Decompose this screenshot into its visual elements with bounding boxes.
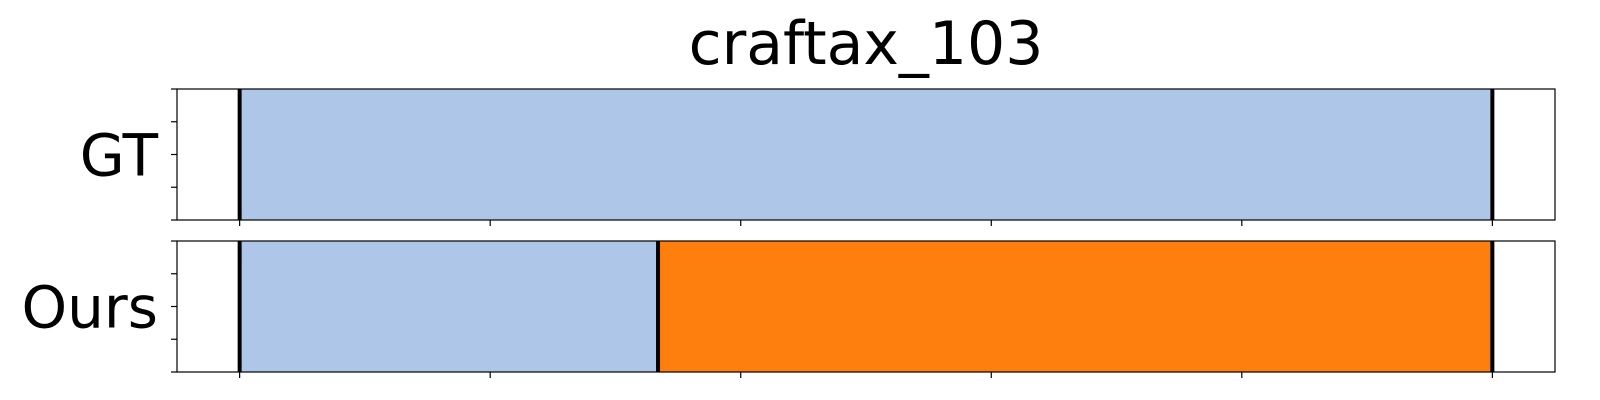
row-label-ours: Ours [22, 274, 158, 342]
timeline-rows: GT Ours [22, 88, 1556, 378]
segment-ours-1 [239, 241, 659, 372]
row-label-gt: GT [80, 122, 159, 190]
segment-gt-1 [239, 89, 1493, 220]
row-gt: GT [80, 88, 1556, 226]
chart-title: craftax_103 [689, 9, 1044, 79]
row-ours: Ours [22, 240, 1556, 378]
segment-ours-2 [658, 241, 1493, 372]
